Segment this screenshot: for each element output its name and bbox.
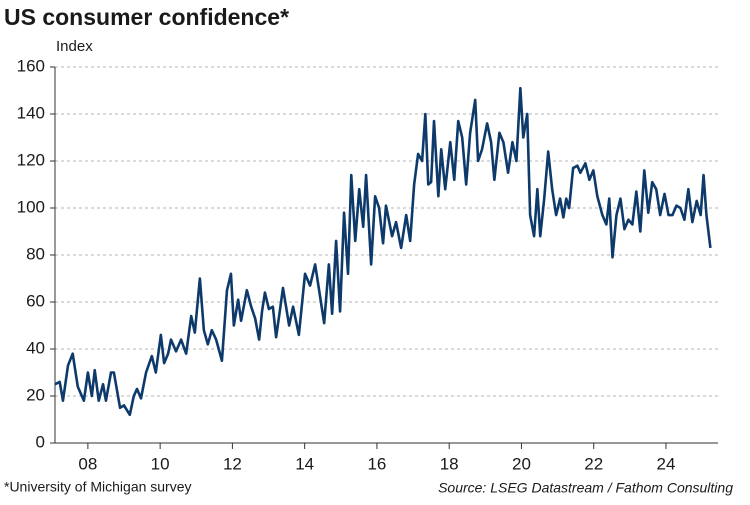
x-tick-label: 12	[223, 454, 242, 473]
y-tick-label: 80	[26, 244, 45, 263]
x-tick-label: 24	[657, 454, 676, 473]
x-tick-label: 14	[295, 454, 314, 473]
x-tick-label: 08	[78, 454, 97, 473]
x-tick-label: 20	[512, 454, 531, 473]
chart-title: US consumer confidence*	[4, 4, 289, 30]
x-tick-label: 10	[151, 454, 170, 473]
y-tick-label: 40	[26, 338, 45, 357]
x-tick-label: 18	[440, 454, 459, 473]
x-tick-label: 16	[367, 454, 386, 473]
y-tick-label: 100	[17, 197, 45, 216]
chart-subtitle: Index	[56, 38, 93, 55]
y-tick-label: 60	[26, 291, 45, 310]
y-tick-label: 0	[36, 432, 45, 451]
footnote: *University of Michigan survey	[4, 479, 192, 495]
x-tick-label: 22	[584, 454, 603, 473]
y-tick-label: 140	[17, 103, 45, 122]
y-tick-label: 160	[17, 56, 45, 75]
y-tick-label: 120	[17, 150, 45, 169]
data-line	[54, 86, 712, 417]
y-tick-label: 20	[26, 385, 45, 404]
source: Source: LSEG Datastream / Fathom Consult…	[438, 480, 733, 496]
